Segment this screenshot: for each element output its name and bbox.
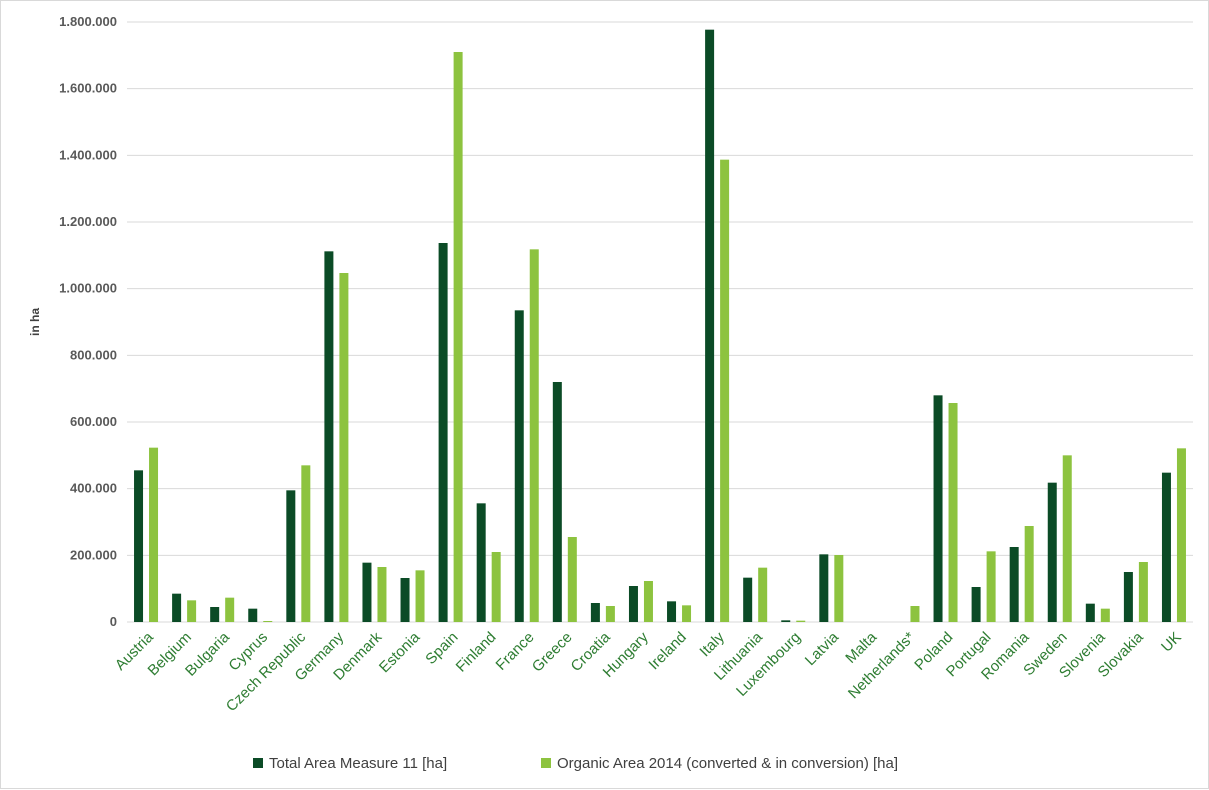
bar-organic-area	[377, 567, 387, 622]
legend-label: Organic Area 2014 (converted & in conver…	[557, 755, 898, 772]
bar-organic-area	[225, 597, 235, 622]
bar-total-area	[514, 310, 524, 622]
bar-total-area	[476, 503, 486, 622]
bar-total-area	[971, 587, 981, 622]
bar-organic-area	[187, 600, 197, 622]
bar-total-area	[172, 593, 182, 622]
y-tick-label: 800.000	[70, 347, 117, 362]
legend-swatch	[253, 758, 263, 768]
bar-organic-area	[605, 606, 615, 622]
x-tick-label: Latvia	[802, 628, 843, 669]
bar-organic-area	[796, 620, 806, 622]
bar-total-area	[781, 620, 791, 622]
bar-total-area	[705, 29, 715, 622]
bar-organic-area	[529, 249, 539, 623]
y-tick-label: 0	[110, 614, 117, 629]
bar-total-area	[819, 554, 829, 622]
bar-total-area	[590, 603, 600, 622]
bar-organic-area	[149, 447, 159, 622]
y-tick-label: 1.600.000	[59, 81, 117, 96]
y-tick-label: 1.800.000	[59, 14, 117, 29]
bar-organic-area	[1100, 608, 1110, 622]
x-tick-label: Greece	[529, 629, 576, 676]
bar-organic-area	[263, 621, 273, 622]
y-tick-label: 600.000	[70, 414, 117, 429]
x-tick-label: Ireland	[645, 629, 689, 673]
bar-organic-area	[1062, 455, 1072, 622]
bar-organic-area	[567, 537, 577, 622]
y-tick-label: 400.000	[70, 481, 117, 496]
x-tick-label: Finland	[453, 629, 500, 676]
bar-total-area	[400, 578, 410, 622]
y-tick-label: 1.000.000	[59, 281, 117, 296]
bar-total-area	[134, 470, 144, 622]
bar-total-area	[1161, 472, 1171, 622]
bar-total-area	[362, 562, 372, 622]
bar-organic-area	[1138, 562, 1148, 622]
legend-swatch	[541, 758, 551, 768]
bar-organic-area	[339, 273, 349, 622]
bar-total-area	[552, 382, 562, 622]
x-tick-label: Italy	[696, 628, 728, 660]
bar-total-area	[933, 395, 943, 622]
bar-organic-area	[453, 52, 463, 622]
x-tick-label: France	[493, 629, 538, 674]
bar-organic-area	[491, 552, 501, 622]
x-tick-label: Estonia	[376, 628, 424, 676]
x-tick-label: UK	[1158, 629, 1185, 656]
bar-total-area	[1123, 572, 1133, 622]
bar-total-area	[438, 243, 448, 622]
y-axis-title: in ha	[28, 308, 42, 336]
bar-total-area	[1085, 603, 1095, 622]
bar-organic-area	[643, 581, 653, 622]
bar-organic-area	[682, 605, 692, 622]
bar-total-area	[210, 607, 220, 622]
bar-organic-area	[758, 567, 768, 622]
bar-organic-area	[910, 606, 920, 622]
y-tick-label: 1.200.000	[59, 214, 117, 229]
bar-total-area	[286, 490, 296, 622]
bar-organic-area	[301, 465, 311, 622]
bars	[134, 29, 1186, 623]
bar-organic-area	[834, 555, 844, 622]
bar-total-area	[248, 608, 258, 622]
legend: Total Area Measure 11 [ha] Organic Area 2…	[253, 755, 898, 772]
bar-total-area	[667, 601, 677, 622]
bar-total-area	[743, 577, 753, 622]
y-axis-ticks: 0 200.000 400.000 600.000 800.000 1.000.000 1.…	[59, 14, 117, 629]
bar-total-area	[1009, 547, 1019, 622]
bar-organic-area	[1176, 448, 1186, 622]
bar-total-area	[324, 251, 334, 623]
y-tick-label: 200.000	[70, 547, 117, 562]
bar-organic-area	[415, 570, 425, 622]
bar-total-area	[628, 586, 638, 622]
bar-organic-area	[720, 159, 730, 622]
y-tick-label: 1.400.000	[59, 147, 117, 162]
bar-organic-area	[1024, 526, 1034, 622]
bar-total-area	[1047, 482, 1057, 622]
legend-label: Total Area Measure 11 [ha]	[269, 755, 447, 772]
bar-organic-area	[986, 551, 996, 622]
bar-organic-area	[948, 403, 958, 622]
